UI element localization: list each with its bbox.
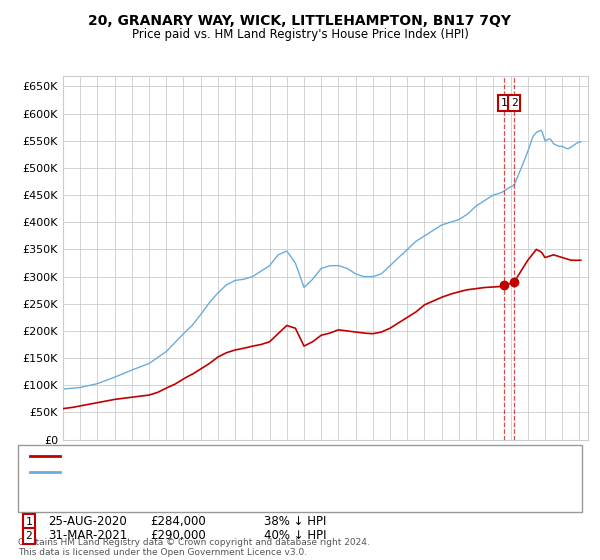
Text: Contains HM Land Registry data © Crown copyright and database right 2024.
This d: Contains HM Land Registry data © Crown c… xyxy=(18,538,370,557)
Text: £290,000: £290,000 xyxy=(150,529,206,543)
Text: Price paid vs. HM Land Registry's House Price Index (HPI): Price paid vs. HM Land Registry's House … xyxy=(131,28,469,41)
Text: 25-AUG-2020: 25-AUG-2020 xyxy=(48,515,127,529)
Text: 1: 1 xyxy=(25,517,32,527)
Text: 31-MAR-2021: 31-MAR-2021 xyxy=(48,529,127,543)
Text: 20, GRANARY WAY, WICK, LITTLEHAMPTON, BN17 7QY (detached house): 20, GRANARY WAY, WICK, LITTLEHAMPTON, BN… xyxy=(66,451,441,461)
Text: 38% ↓ HPI: 38% ↓ HPI xyxy=(264,515,326,529)
Text: HPI: Average price, detached house, Arun: HPI: Average price, detached house, Arun xyxy=(66,466,284,477)
Text: 20, GRANARY WAY, WICK, LITTLEHAMPTON, BN17 7QY: 20, GRANARY WAY, WICK, LITTLEHAMPTON, BN… xyxy=(89,14,511,28)
Text: 1: 1 xyxy=(501,98,508,108)
Text: £284,000: £284,000 xyxy=(150,515,206,529)
Text: 2: 2 xyxy=(25,531,32,541)
Text: 40% ↓ HPI: 40% ↓ HPI xyxy=(264,529,326,543)
Text: 2: 2 xyxy=(511,98,518,108)
